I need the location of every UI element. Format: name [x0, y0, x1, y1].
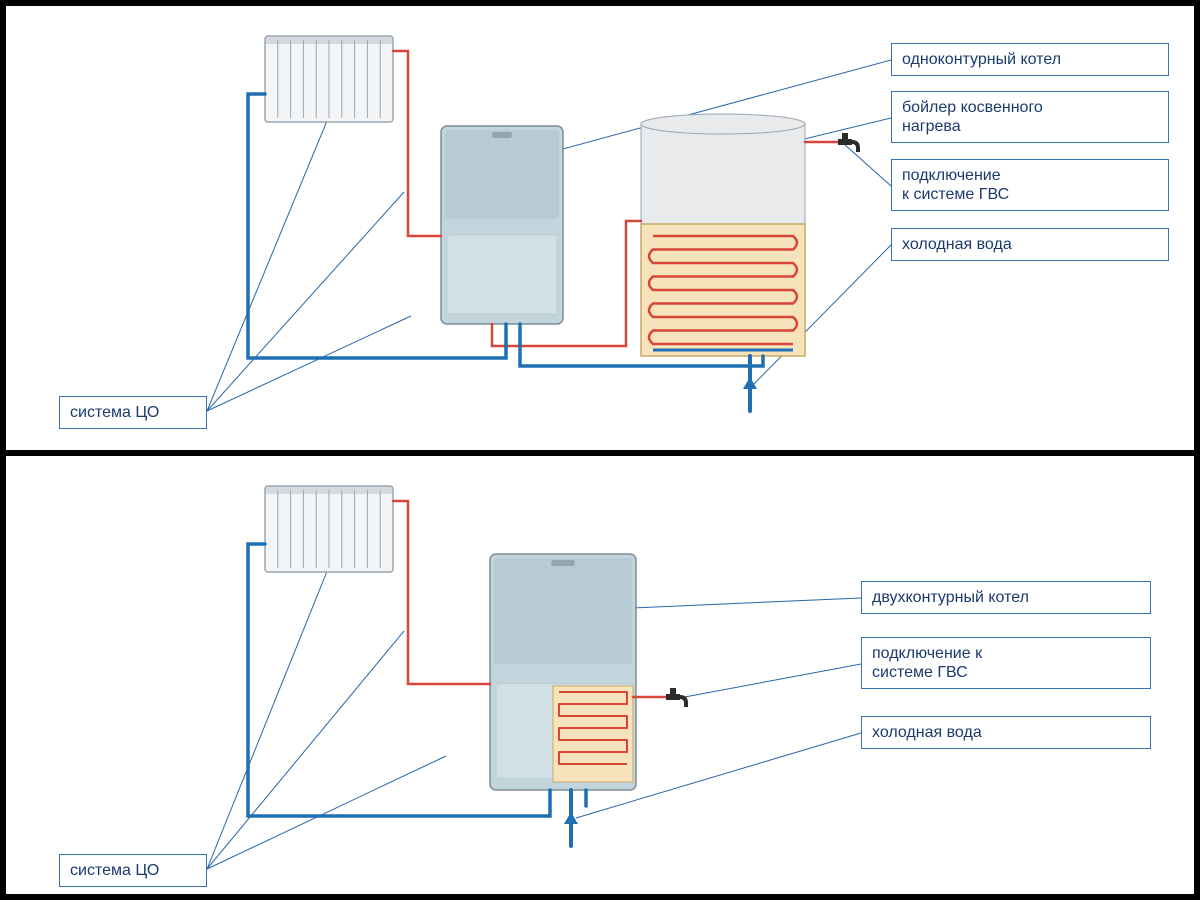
panel-single-circuit: одноконтурный котел бойлер косвенного на…	[6, 6, 1194, 450]
label-dhw-bottom: подключение к системе ГВС	[861, 637, 1151, 689]
label-text: двухконтурный котел	[872, 589, 1029, 606]
label-indirect-tank: бойлер косвенного нагрева	[891, 91, 1169, 143]
label-co-bottom: система ЦО	[59, 854, 207, 887]
label-cold-top: холодная вода	[891, 228, 1169, 261]
label-text: холодная вода	[872, 724, 982, 741]
label-cold-bottom: холодная вода	[861, 716, 1151, 749]
label-text: одноконтурный котел	[902, 51, 1061, 68]
label-text: система ЦО	[70, 862, 159, 879]
label-co-top: система ЦО	[59, 396, 207, 429]
label-text: бойлер косвенного нагрева	[902, 99, 1043, 135]
label-text: система ЦО	[70, 404, 159, 421]
label-text: подключение к системе ГВС	[902, 167, 1009, 203]
label-dhw-top: подключение к системе ГВС	[891, 159, 1169, 211]
panel-dual-circuit: двухконтурный котел подключение к систем…	[6, 456, 1194, 894]
label-text: подключение к системе ГВС	[872, 645, 982, 681]
label-dual-boiler: двухконтурный котел	[861, 581, 1151, 614]
label-text: холодная вода	[902, 236, 1012, 253]
label-single-boiler: одноконтурный котел	[891, 43, 1169, 76]
